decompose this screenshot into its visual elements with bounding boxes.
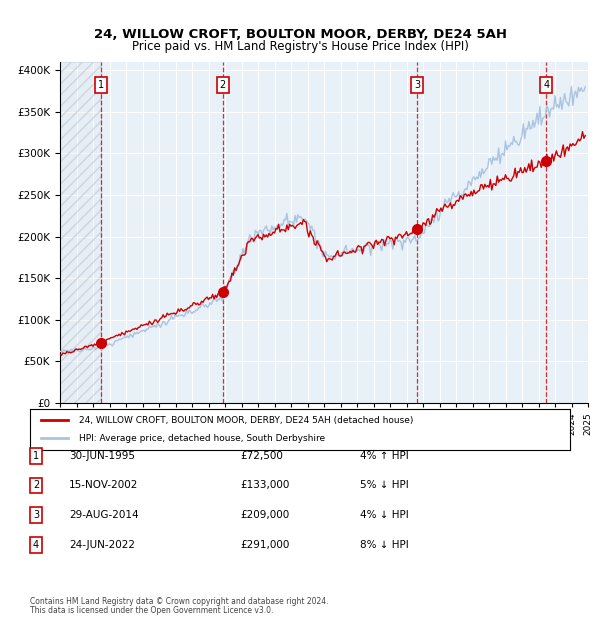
Text: 1: 1 [33,451,39,461]
Text: Contains HM Land Registry data © Crown copyright and database right 2024.: Contains HM Land Registry data © Crown c… [30,597,329,606]
Text: HPI: Average price, detached house, South Derbyshire: HPI: Average price, detached house, Sout… [79,434,325,443]
Text: 4% ↑ HPI: 4% ↑ HPI [360,451,409,461]
Bar [60,62,101,403]
Text: £72,500: £72,500 [240,451,283,461]
Text: 15-NOV-2002: 15-NOV-2002 [69,480,139,490]
Text: £209,000: £209,000 [240,510,289,520]
Text: Price paid vs. HM Land Registry's House Price Index (HPI): Price paid vs. HM Land Registry's House … [131,40,469,53]
Text: 5% ↓ HPI: 5% ↓ HPI [360,480,409,490]
Text: 2: 2 [220,80,226,91]
Text: 30-JUN-1995: 30-JUN-1995 [69,451,135,461]
Text: 24, WILLOW CROFT, BOULTON MOOR, DERBY, DE24 5AH (detached house): 24, WILLOW CROFT, BOULTON MOOR, DERBY, D… [79,416,413,425]
Text: 29-AUG-2014: 29-AUG-2014 [69,510,139,520]
Bar [60,62,101,403]
Text: 4: 4 [544,80,550,91]
Text: £291,000: £291,000 [240,540,289,550]
Text: 24, WILLOW CROFT, BOULTON MOOR, DERBY, DE24 5AH: 24, WILLOW CROFT, BOULTON MOOR, DERBY, D… [94,28,506,41]
Text: 4: 4 [33,540,39,550]
Text: 3: 3 [415,80,421,91]
Text: 24-JUN-2022: 24-JUN-2022 [69,540,135,550]
Text: 2: 2 [33,480,39,490]
Text: This data is licensed under the Open Government Licence v3.0.: This data is licensed under the Open Gov… [30,606,274,615]
Text: 3: 3 [33,510,39,520]
Text: £133,000: £133,000 [240,480,289,490]
Text: 1: 1 [98,80,104,91]
Text: 8% ↓ HPI: 8% ↓ HPI [360,540,409,550]
Text: 4% ↓ HPI: 4% ↓ HPI [360,510,409,520]
